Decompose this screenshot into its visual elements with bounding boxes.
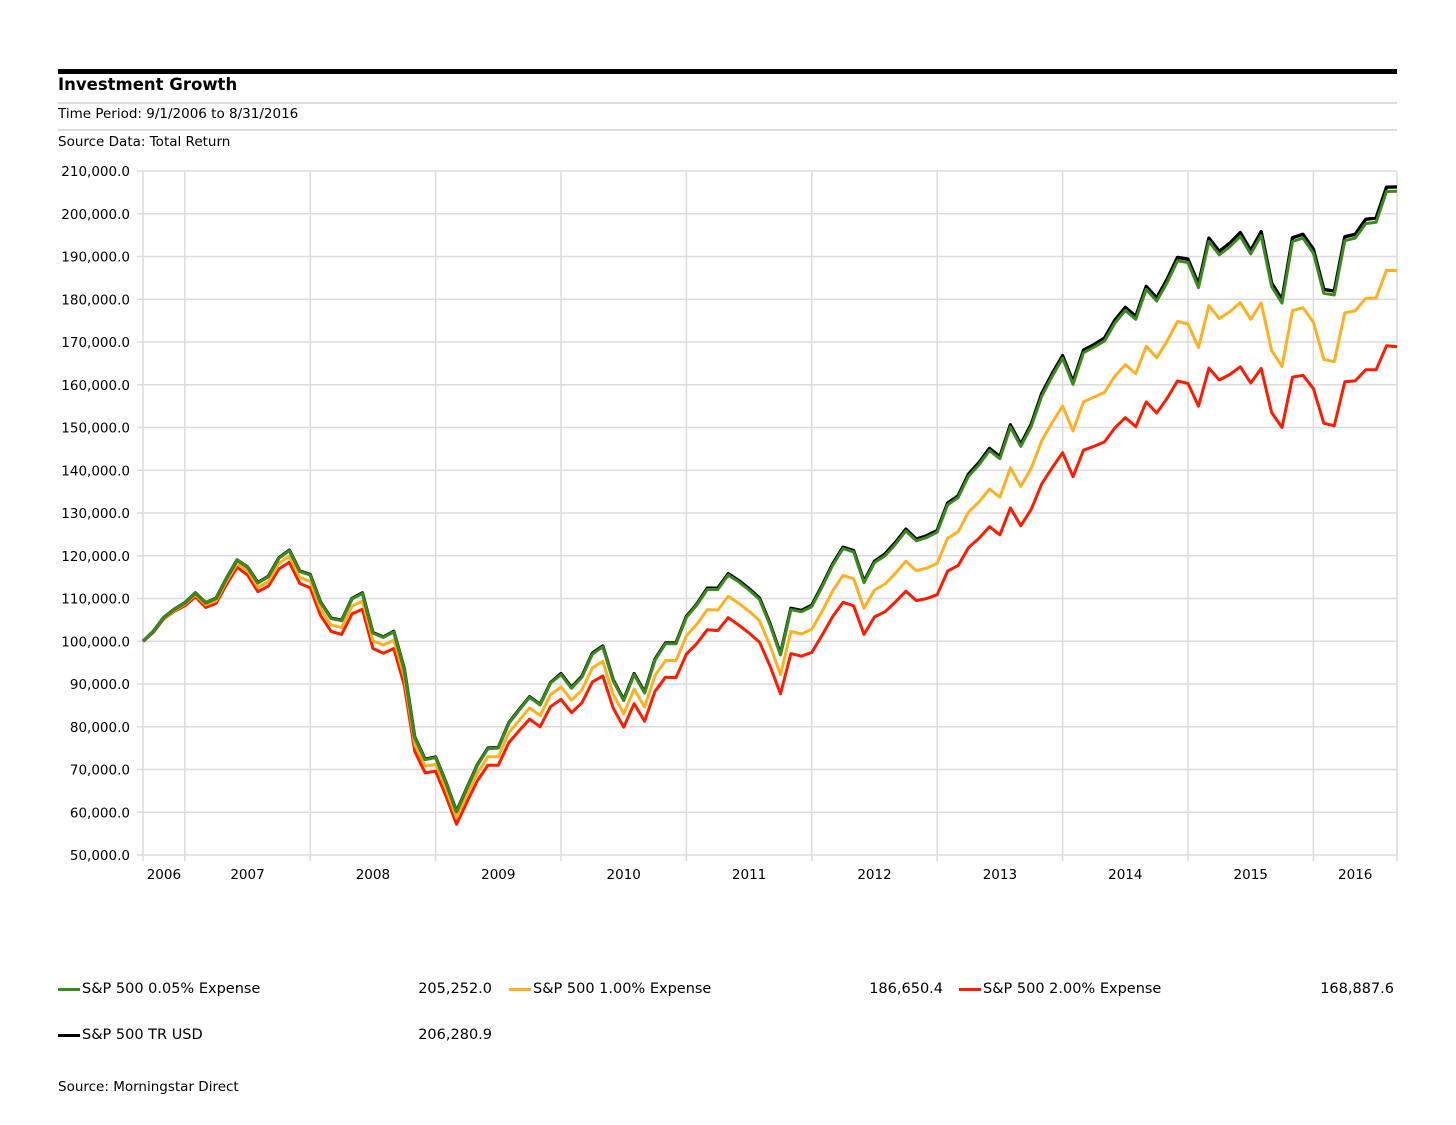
x-tick-label: 2006 <box>147 867 181 883</box>
series-line-s-p-500-1-00-expense <box>141 268 1398 820</box>
y-tick-label: 200,000.0 <box>61 207 130 223</box>
y-tick-label: 210,000.0 <box>61 164 130 180</box>
x-tick-label: 2010 <box>607 867 641 883</box>
legend-label: S&P 500 0.05% Expense <box>82 981 261 997</box>
source-data: Source Data: Total Return <box>58 134 231 150</box>
source-note: Source: Morningstar Direct <box>58 1079 239 1095</box>
legend-swatch <box>58 987 80 991</box>
legend-value: 206,280.9 <box>418 1027 492 1043</box>
y-tick-label: 190,000.0 <box>61 250 130 266</box>
y-tick-label: 180,000.0 <box>61 292 130 308</box>
y-tick-label: 120,000.0 <box>61 549 130 565</box>
legend-item-tr-usd: S&P 500 TR USD <box>58 1027 203 1043</box>
y-tick-label: 150,000.0 <box>61 421 130 437</box>
x-tick-label: 2014 <box>1108 867 1142 883</box>
legend-swatch <box>509 987 531 991</box>
y-tick-label: 90,000.0 <box>70 677 130 693</box>
legend-value: 186,650.4 <box>869 981 943 997</box>
legend-label: S&P 500 2.00% Expense <box>983 981 1162 997</box>
x-tick-label: 2011 <box>732 867 766 883</box>
x-tick-label: 2015 <box>1234 867 1268 883</box>
y-tick-label: 50,000.0 <box>70 848 130 864</box>
time-period: Time Period: 9/1/2006 to 8/31/2016 <box>58 106 299 122</box>
series-line-s-p-500-tr-usd <box>141 185 1398 814</box>
x-tick-label: 2009 <box>481 867 515 883</box>
legend-value: 168,887.6 <box>1320 981 1394 997</box>
y-tick-label: 100,000.0 <box>61 634 130 650</box>
divider <box>58 129 1397 131</box>
y-tick-label: 110,000.0 <box>61 592 130 608</box>
y-tick-label: 160,000.0 <box>61 378 130 394</box>
legend-item-0-05-expense: S&P 500 0.05% Expense <box>58 981 260 997</box>
series-line-s-p-500-2-00-expense <box>142 344 1398 826</box>
y-tick-label: 80,000.0 <box>70 720 130 736</box>
header-rule <box>58 69 1397 74</box>
legend-item-2-00-expense: S&P 500 2.00% Expense <box>959 981 1161 997</box>
legend-swatch <box>959 987 981 991</box>
legend-value: 205,252.0 <box>418 981 492 997</box>
y-tick-label: 130,000.0 <box>61 506 130 522</box>
y-tick-label: 60,000.0 <box>70 805 130 821</box>
series-line-s-p-500-0-05-expense <box>141 189 1398 814</box>
page-title: Investment Growth <box>58 75 238 94</box>
y-tick-label: 140,000.0 <box>61 463 130 479</box>
legend-label: S&P 500 TR USD <box>82 1027 203 1043</box>
legend-label: S&P 500 1.00% Expense <box>533 981 712 997</box>
x-tick-label: 2012 <box>857 867 891 883</box>
x-tick-label: 2008 <box>356 867 390 883</box>
legend-swatch <box>58 1033 80 1037</box>
x-tick-label: 2013 <box>983 867 1017 883</box>
y-tick-label: 170,000.0 <box>61 335 130 351</box>
x-tick-label: 2016 <box>1338 867 1372 883</box>
x-tick-label: 2007 <box>230 867 264 883</box>
y-tick-label: 70,000.0 <box>70 763 130 779</box>
divider <box>58 102 1397 104</box>
legend-item-1-00-expense: S&P 500 1.00% Expense <box>509 981 711 997</box>
